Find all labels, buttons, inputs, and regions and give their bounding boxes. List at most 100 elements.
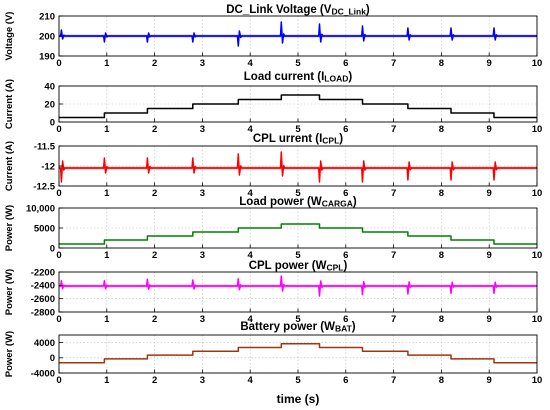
panel-title-subscript: DC_Link: [331, 7, 366, 17]
series-line: [59, 342, 537, 364]
x-tick-label: 2: [152, 188, 157, 199]
x-tick-label: 6: [343, 58, 348, 69]
x-tick-label: 4: [248, 58, 254, 69]
panel-title-main: Load power (W: [239, 196, 322, 208]
x-tick-label: 3: [200, 188, 205, 199]
x-tick-label: 10: [532, 124, 543, 135]
panel-title-main: CPL power (W: [249, 260, 327, 272]
x-tick-label: 1: [104, 375, 110, 386]
y-tick-label: 190: [39, 51, 55, 62]
panel-title-end: ): [339, 133, 343, 145]
y-tick-label: 0: [50, 243, 55, 254]
x-tick-label: 10: [532, 314, 543, 325]
x-tick-label: 7: [391, 124, 396, 135]
x-tick-label: 7: [391, 58, 396, 69]
x-tick-label: 0: [56, 58, 61, 69]
series-line: [59, 275, 537, 297]
y-axis-label: Current (A): [4, 79, 15, 129]
x-tick-label: 2: [152, 124, 157, 135]
x-tick-label: 10: [532, 375, 543, 386]
series-line: [59, 21, 537, 47]
series-line: [59, 151, 537, 183]
panel-title-subscript: CPL: [322, 136, 339, 146]
x-tick-label: 1: [104, 188, 110, 199]
x-tick-label: 0: [56, 375, 61, 386]
x-tick-label: 5: [295, 375, 301, 386]
y-tick-label: 40: [44, 81, 55, 92]
x-tick-label: 5: [295, 250, 301, 261]
x-tick-label: 1: [104, 314, 110, 325]
x-tick-label: 8: [439, 124, 444, 135]
x-tick-label: 1: [104, 58, 110, 69]
x-tick-label: 9: [487, 188, 492, 199]
panel-title-subscript: LOAD: [324, 74, 348, 84]
series-line: [59, 223, 537, 245]
panel-title: CPL urrent (ICPL): [253, 133, 343, 146]
y-tick-label: -4000: [31, 368, 55, 379]
x-tick-label: 8: [439, 58, 444, 69]
x-tick-label: 0: [56, 188, 61, 199]
panel-title-end: ): [353, 196, 357, 208]
x-tick-label: 4: [248, 314, 254, 325]
y-tick-label: -12.5: [33, 181, 55, 192]
y-tick-label: 5000: [34, 223, 55, 234]
x-tick-label: 3: [200, 314, 205, 325]
x-tick-label: 2: [152, 314, 157, 325]
x-tick-label: 6: [343, 314, 348, 325]
x-tick-label: 4: [248, 375, 254, 386]
panel-1: 190 200 210 0 1 2 3 4 5 6 7 8 9 10 DC_Link Voltage (VD…: [4, 4, 542, 69]
y-tick-label: -2600: [31, 294, 55, 305]
panel-title: Load current (ILOAD): [244, 71, 353, 84]
x-tick-label: 8: [439, 250, 444, 261]
panel-title-end: ): [366, 4, 370, 16]
x-tick-label: 6: [343, 188, 348, 199]
y-tick-label: -12: [41, 161, 55, 172]
x-tick-label: 1: [104, 250, 110, 261]
x-tick-label: 0: [56, 124, 61, 135]
x-tick-label: 4: [248, 250, 254, 261]
x-tick-label: 6: [343, 124, 348, 135]
x-tick-label: 7: [391, 314, 396, 325]
panel-title-main: Load current (I: [244, 71, 325, 83]
y-axis-label: Voltage (V): [4, 12, 15, 61]
x-tick-label: 4: [248, 188, 254, 199]
panel-title-end: ): [348, 71, 352, 83]
panel-5: -2800 -2600 -2400 -2200 0 1 2 3 4 5 6 7 8 9 10 CPL powe…: [4, 260, 542, 325]
x-tick-label: 5: [295, 124, 301, 135]
x-tick-label: 3: [200, 375, 205, 386]
y-tick-label: 10,000: [26, 203, 55, 214]
x-tick-label: 2: [152, 250, 157, 261]
y-tick-label: 20: [44, 99, 55, 110]
x-tick-label: 8: [439, 314, 444, 325]
y-tick-label: 0: [50, 117, 55, 128]
x-tick-label: 7: [391, 188, 396, 199]
x-tick-label: 9: [487, 375, 492, 386]
x-tick-label: 6: [343, 250, 348, 261]
x-tick-label: 9: [487, 124, 492, 135]
x-tick-label: 5: [295, 58, 301, 69]
y-axis-label: Power (W): [4, 331, 15, 377]
y-axis-label: Current (A): [4, 141, 15, 191]
x-tick-label: 3: [200, 58, 205, 69]
panel-3: -12.5 -12 -11.5 0 1 2 3 4 5 6 7 8 9 10 CPL urrent (ICP…: [4, 133, 542, 199]
panel-title-end: ): [352, 321, 356, 333]
x-tick-label: 7: [391, 375, 396, 386]
x-tick-label: 8: [439, 375, 444, 386]
y-tick-label: -2200: [31, 267, 55, 278]
x-tick-label: 1: [104, 124, 110, 135]
series-line: [59, 94, 537, 119]
x-tick-label: 8: [439, 188, 444, 199]
panel-title: Load power (WCARGA): [239, 196, 357, 209]
y-tick-label: 0: [50, 353, 55, 364]
x-tick-label: 5: [295, 188, 301, 199]
x-tick-label: 2: [152, 58, 157, 69]
x-tick-label: 6: [343, 375, 348, 386]
y-tick-label: 200: [39, 31, 55, 42]
panel-title: CPL power (WCPL): [249, 260, 348, 273]
y-tick-label: -2400: [31, 281, 55, 292]
panel-title-subscript: BAT: [335, 324, 353, 334]
x-tick-label: 9: [487, 314, 492, 325]
